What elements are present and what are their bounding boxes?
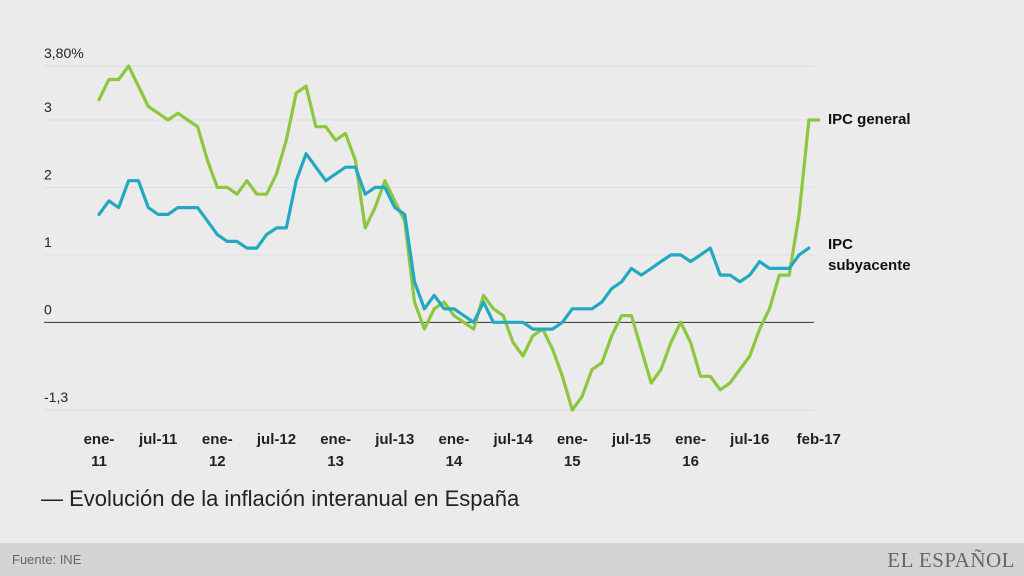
footer-bar: Fuente: INE EL ESPAÑOL [0, 543, 1024, 576]
x-tick-label-line2: 13 [327, 453, 344, 470]
series-line-ipc-general [97, 64, 821, 412]
y-tick-label: -1,3 [44, 389, 68, 405]
series-labels: IPC general IPC subyacente [828, 111, 911, 274]
y-tick-label: 0 [44, 301, 52, 317]
series-label: IPC [828, 236, 853, 253]
x-tick-label-line2: 15 [564, 453, 581, 470]
x-tick-label-line2: 14 [446, 453, 463, 470]
chart-title: — Evolución de la inflación interanual e… [41, 486, 520, 511]
series-lines [97, 64, 821, 412]
x-tick-label: jul-13 [374, 431, 414, 448]
x-tick-label: ene- [439, 431, 470, 448]
x-tick-label: ene- [557, 431, 588, 448]
x-tick-label: jul-12 [256, 431, 296, 448]
x-axis-labels: ene- 11 jul-11 ene- 12 jul-12 ene- 13 jul-13 ene-… [84, 431, 841, 470]
x-tick-label-line2: 11 [91, 453, 107, 470]
series-label: subyacente [828, 257, 911, 274]
x-tick-label: ene- [320, 431, 351, 448]
x-tick-label-line2: 16 [682, 453, 699, 470]
x-tick-label-line2: 12 [209, 453, 226, 470]
x-tick-label: jul-16 [729, 431, 769, 448]
x-tick-label: ene- [675, 431, 706, 448]
x-tick-label: jul-11 [138, 431, 177, 448]
x-tick-label: feb-17 [797, 431, 841, 448]
y-tick-label: 3 [44, 99, 52, 115]
source-text: Fuente: INE [12, 552, 82, 567]
series-label: IPC general [828, 111, 911, 128]
x-tick-label: ene- [84, 431, 115, 448]
series-line-ipc-subyacente [97, 152, 811, 331]
x-tick-label: ene- [202, 431, 233, 448]
x-tick-label: jul-15 [611, 431, 651, 448]
y-tick-label: 1 [44, 234, 52, 250]
brand-logo: EL ESPAÑOL [887, 548, 1015, 572]
y-axis-labels: 3,80% 3 2 1 0 -1,3 [44, 45, 84, 405]
y-tick-label: 3,80% [44, 45, 84, 61]
gridlines [44, 65, 814, 411]
y-tick-label: 2 [44, 166, 52, 182]
x-tick-label: jul-14 [493, 431, 534, 448]
